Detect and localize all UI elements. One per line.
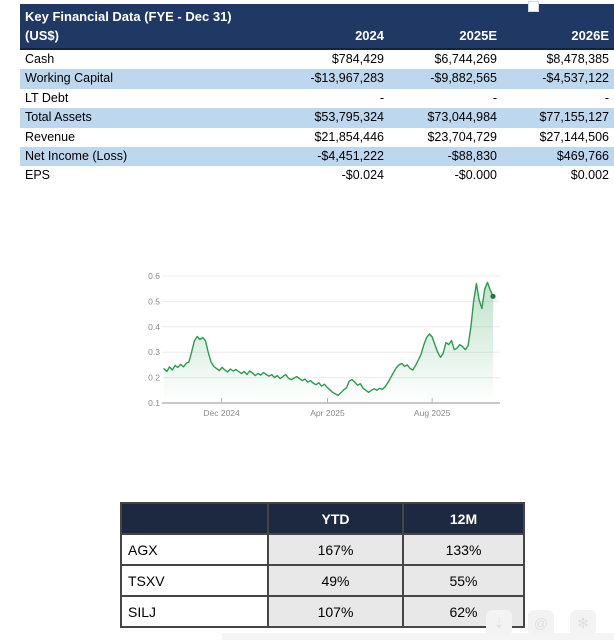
- row-label: Total Assets: [25, 110, 92, 125]
- value-cell: -$0.024: [341, 168, 384, 183]
- performance-header-empty: [120, 502, 269, 535]
- x-axis-tick-label: Aug 2025: [414, 408, 451, 418]
- asterisk-icon: ✻: [570, 610, 596, 636]
- row-label: Net Income (Loss): [25, 148, 128, 163]
- value-cell: $73,044,984: [427, 110, 497, 125]
- value-cell: -: [492, 90, 497, 105]
- row-label: Cash: [25, 52, 55, 66]
- y-axis-tick-label: 0.2: [148, 373, 160, 383]
- performance-table-row: SILJ 107% 62%: [120, 595, 525, 628]
- y-axis-tick-label: 0.4: [148, 322, 160, 332]
- y-axis-tick-label: 0.5: [148, 296, 160, 306]
- value-cell: $23,704,729: [427, 129, 497, 144]
- chart-area-fill: [164, 282, 493, 403]
- value-cell: $469,766: [556, 148, 609, 163]
- chart-last-price-dot: [490, 293, 496, 299]
- performance-table-row: TSXV 49% 55%: [120, 564, 525, 597]
- financial-table-row: EPS -$0.024 -$0.000 $0.002: [20, 166, 614, 185]
- performance-table-row: AGX 167% 133%: [120, 533, 525, 566]
- at-icon: @: [528, 610, 554, 636]
- value-cell: -$9,882,565: [430, 71, 497, 86]
- value-cell: -$13,967,283: [310, 71, 384, 86]
- y-axis-tick-label: 0.6: [148, 271, 160, 281]
- value-cell: -$88,830: [447, 148, 497, 163]
- row-label: EPS: [25, 168, 51, 183]
- percent-cell: 55%: [402, 564, 525, 597]
- download-icon: ⇣: [486, 610, 512, 636]
- financial-table-row: Cash $784,429 $6,744,269 $8,478,385: [20, 50, 614, 69]
- financial-table-body: Cash $784,429 $6,744,269 $8,478,385 Working …: [20, 50, 614, 186]
- value-cell: -$0.000: [454, 168, 497, 183]
- value-cell: $6,744,269: [434, 52, 497, 66]
- value-cell: -: [379, 90, 384, 105]
- x-axis-tick-label: Apr 2025: [310, 408, 345, 418]
- percent-cell: 107%: [267, 595, 404, 628]
- value-cell: $21,854,446: [314, 129, 384, 144]
- percent-cell: 49%: [267, 564, 404, 597]
- ticker-label: TSXV: [120, 564, 269, 597]
- ticker-label: AGX: [120, 533, 269, 566]
- value-cell: $0.002: [570, 168, 609, 183]
- stock-price-line-chart-svg: 0.1 0.2 0.3 0.4 0.5 0.6 Dec 2024 Apr 2025 Aug 20…: [148, 271, 500, 418]
- selection-handle-artifact: [528, 1, 539, 12]
- chart-axis-labels: 0.1 0.2 0.3 0.4 0.5 0.6 Dec 2024 Apr 2025 Aug 20…: [148, 271, 450, 418]
- value-cell: -$4,451,222: [317, 148, 384, 163]
- bottom-gray-strip: [222, 633, 614, 640]
- value-cell: $53,795,324: [314, 110, 384, 125]
- financial-data-table: Key Financial Data (FYE - Dec 31) (US$) …: [20, 1, 614, 186]
- performance-comparison-table: YTD 12M AGX 167% 133% TSXV 49% 55% SILJ 107% 62%: [120, 502, 525, 628]
- financial-table-title: Key Financial Data (FYE - Dec 31): [25, 9, 232, 24]
- value-cell: -: [604, 90, 609, 105]
- value-cell: $27,144,506: [539, 129, 609, 144]
- financial-table-row: Net Income (Loss) -$4,451,222 -$88,830 $469…: [20, 146, 614, 167]
- row-label: Working Capital: [25, 71, 114, 86]
- value-cell: $8,478,385: [546, 52, 609, 66]
- performance-header-ytd: YTD: [267, 502, 404, 535]
- column-header-2026e: 2026E: [571, 28, 609, 43]
- y-axis-tick-label: 0.1: [148, 398, 160, 408]
- ticker-label: SILJ: [120, 595, 269, 628]
- financial-table-row: LT Debt - - -: [20, 89, 614, 108]
- y-axis-tick-label: 0.3: [148, 347, 160, 357]
- value-cell: -$4,537,122: [542, 71, 609, 86]
- column-header-2024: 2024: [355, 28, 384, 43]
- financial-table-row: Total Assets $53,795,324 $73,044,984 $77,15…: [20, 108, 614, 128]
- performance-table-header-row: YTD 12M: [120, 502, 525, 535]
- financial-table-subtitle: (US$): [25, 28, 59, 43]
- chart-axes: [162, 398, 500, 404]
- row-label: Revenue: [25, 129, 76, 144]
- financial-table-row: Revenue $21,854,446 $23,704,729 $27,144,506: [20, 128, 614, 147]
- financial-table-row: Working Capital -$13,967,283 -$9,882,565 -$…: [20, 69, 614, 89]
- percent-cell: 167%: [267, 533, 404, 566]
- value-cell: $784,429: [331, 52, 384, 66]
- row-label: LT Debt: [25, 90, 69, 105]
- column-header-2025e: 2025E: [459, 28, 497, 43]
- chart-price-line: [163, 281, 494, 397]
- ghost-toolbar: ⇣ @ ✻: [486, 610, 596, 636]
- x-axis-tick-label: Dec 2024: [203, 408, 240, 418]
- value-cell: $77,155,127: [539, 110, 609, 125]
- percent-cell: 133%: [402, 533, 525, 566]
- stock-price-chart: 0.1 0.2 0.3 0.4 0.5 0.6 Dec 2024 Apr 2025 Aug 20…: [146, 264, 508, 422]
- performance-header-12m: 12M: [402, 502, 525, 535]
- financial-table-header: Key Financial Data (FYE - Dec 31) (US$) …: [20, 1, 614, 50]
